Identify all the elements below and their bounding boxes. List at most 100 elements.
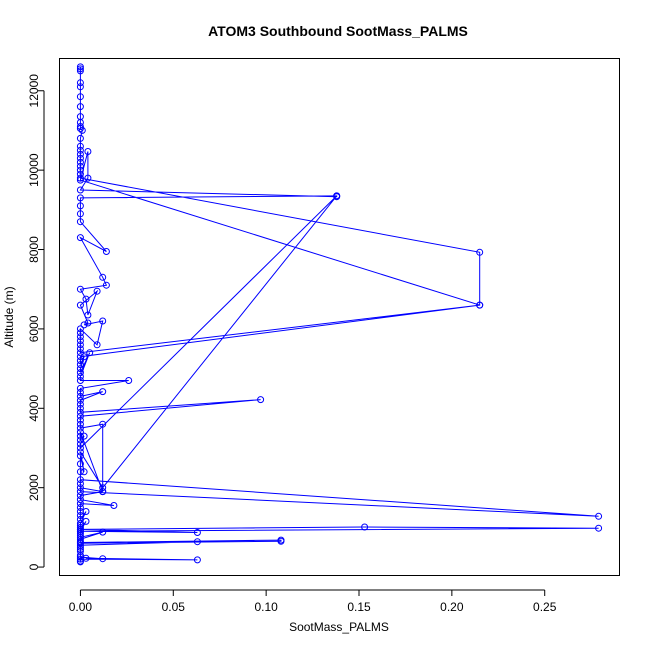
- data-point: [78, 126, 86, 134]
- data-point: [76, 150, 84, 158]
- data-point: [76, 79, 84, 87]
- data-point: [76, 123, 84, 130]
- data-point: [76, 158, 84, 166]
- data-point: [76, 543, 84, 551]
- data-point: [84, 319, 92, 327]
- data-point: [99, 317, 107, 325]
- chart-title: ATOM3 Southbound SootMass_PALMS: [208, 23, 468, 39]
- data-point: [193, 529, 201, 536]
- data-point: [76, 353, 84, 361]
- data-point: [80, 321, 88, 329]
- data-point: [99, 388, 107, 396]
- y-tick-label: 4000: [27, 395, 41, 422]
- data-point: [76, 369, 84, 377]
- data-point: [76, 174, 84, 182]
- data-point: [76, 448, 84, 456]
- data-point: [76, 488, 84, 496]
- data-point: [99, 484, 107, 492]
- data-point: [76, 166, 84, 174]
- data-point: [595, 524, 603, 532]
- data-point: [76, 512, 84, 519]
- data-point: [76, 125, 84, 132]
- data-point: [76, 186, 84, 194]
- data-point: [76, 103, 84, 111]
- data-point: [193, 538, 201, 546]
- data-point: [82, 508, 90, 515]
- data-point: [76, 349, 84, 357]
- data-point: [80, 353, 88, 361]
- data-point: [80, 432, 88, 440]
- data-point: [80, 468, 88, 476]
- data-point: [76, 83, 84, 91]
- data-point: [76, 396, 84, 404]
- y-tick-label: 2000: [27, 474, 41, 501]
- data-point: [76, 202, 84, 210]
- data-point: [76, 408, 84, 416]
- data-point: [595, 512, 603, 520]
- data-point: [125, 377, 133, 384]
- data-point: [76, 301, 84, 309]
- y-axis: 0 2000 4000 6000 8000 10000 12000: [27, 74, 45, 570]
- data-point: [476, 248, 484, 256]
- data-point: [76, 460, 84, 468]
- x-tick-label: 0.25: [533, 600, 557, 614]
- data-point: [76, 67, 84, 75]
- y-tick-label: 12000: [27, 74, 41, 108]
- data-point: [76, 476, 84, 484]
- data-point: [93, 287, 101, 295]
- data-point: [76, 388, 84, 396]
- data-point: [76, 404, 84, 412]
- data-point: [76, 420, 84, 428]
- data-point: [82, 295, 90, 303]
- data-point: [102, 281, 110, 289]
- data-point: [76, 65, 84, 73]
- data-point: [84, 311, 92, 319]
- plot-area: [59, 58, 620, 576]
- data-point: [99, 488, 107, 496]
- y-tick-label: 6000: [27, 315, 41, 342]
- series-layer: [76, 63, 603, 566]
- data-point: [76, 365, 84, 373]
- data-point: [76, 432, 84, 440]
- data-point: [76, 555, 84, 563]
- data-point: [76, 93, 84, 101]
- data-point: [76, 416, 84, 424]
- data-point: [193, 556, 201, 564]
- x-axis-label: SootMass_PALMS: [289, 620, 389, 634]
- data-point: [76, 452, 84, 460]
- data-point: [76, 558, 84, 566]
- data-point: [76, 480, 84, 488]
- data-point: [476, 301, 484, 309]
- data-point: [76, 154, 84, 162]
- data-point: [76, 373, 84, 380]
- data-point: [76, 444, 84, 452]
- data-point: [277, 537, 285, 545]
- data-point: [333, 192, 341, 200]
- data-point: [86, 349, 94, 357]
- data-point: [76, 341, 84, 349]
- data-point: [76, 428, 84, 436]
- x-tick-label: 0.10: [254, 600, 278, 614]
- data-point: [76, 210, 84, 218]
- data-point: [76, 146, 84, 154]
- data-point: [76, 500, 84, 508]
- data-point: [82, 517, 90, 525]
- data-point: [84, 148, 92, 155]
- x-tick-label: 0.05: [162, 600, 186, 614]
- data-point: [76, 440, 84, 448]
- data-point: [76, 234, 84, 242]
- data-point: [76, 492, 84, 500]
- x-tick-label: 0.20: [440, 600, 464, 614]
- y-axis-label: Altitude (m): [2, 286, 16, 347]
- data-point: [76, 424, 84, 432]
- data-point: [76, 337, 84, 345]
- data-point: [76, 345, 84, 353]
- data-point: [76, 412, 84, 420]
- series-line: [79, 66, 599, 562]
- data-point: [76, 194, 84, 202]
- data-point: [84, 174, 92, 182]
- data-point: [93, 341, 101, 349]
- x-tick-label: 0.15: [347, 600, 371, 614]
- data-point: [76, 361, 84, 369]
